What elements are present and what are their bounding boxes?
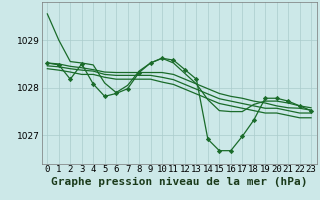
X-axis label: Graphe pression niveau de la mer (hPa): Graphe pression niveau de la mer (hPa) — [51, 177, 308, 187]
